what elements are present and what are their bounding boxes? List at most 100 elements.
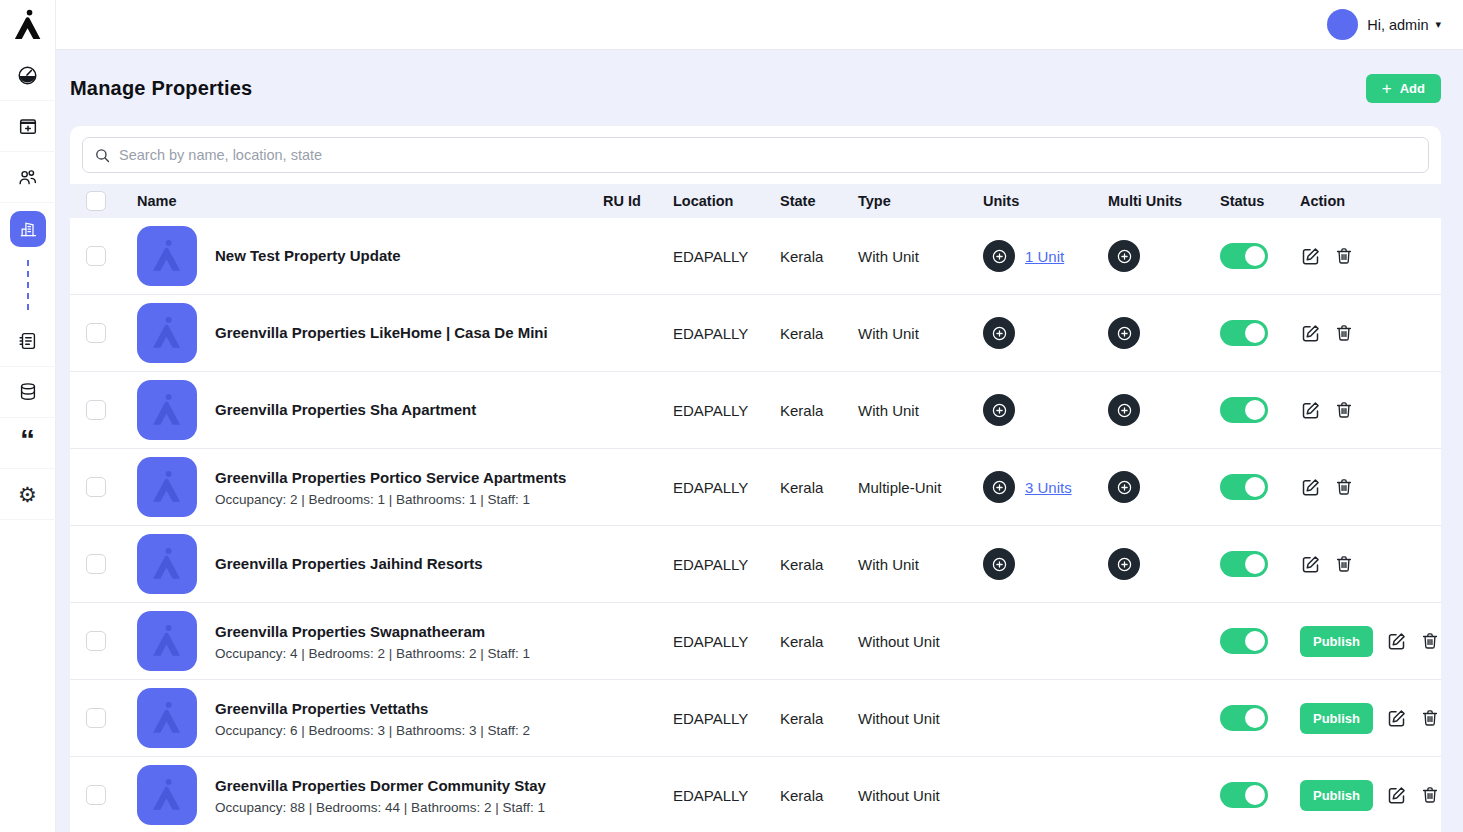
sidebar-item-dashboard[interactable] (0, 50, 56, 101)
property-name: Greenvilla Properties Portico Service Ap… (215, 467, 566, 489)
column-multi-units: Multi Units (1108, 193, 1220, 209)
row-checkbox[interactable] (86, 554, 106, 574)
type-value: With Unit (858, 248, 983, 265)
property-logo-icon (149, 700, 185, 736)
units-link[interactable]: 1 Unit (1025, 248, 1064, 265)
plus-circle-icon (990, 401, 1009, 420)
sidebar-item-reports[interactable] (0, 316, 56, 367)
units-link[interactable]: 3 Units (1025, 479, 1072, 496)
state-value: Kerala (780, 248, 858, 265)
delete-button[interactable] (1334, 400, 1354, 420)
main-area: Hi, admin ▾ Manage Properties + Add (56, 0, 1463, 832)
toggle-knob (1245, 631, 1265, 651)
property-name: Greenvilla Properties Dormer Community S… (215, 775, 546, 797)
property-thumbnail (137, 611, 197, 671)
user-menu[interactable]: Hi, admin ▾ (1327, 9, 1441, 40)
row-checkbox[interactable] (86, 631, 106, 651)
row-checkbox[interactable] (86, 323, 106, 343)
property-thumbnail (137, 765, 197, 825)
trash-icon (1334, 554, 1354, 574)
edit-icon (1300, 246, 1321, 267)
edit-icon (1300, 323, 1321, 344)
publish-button[interactable]: Publish (1300, 703, 1373, 734)
edit-button[interactable] (1300, 400, 1321, 421)
delete-button[interactable] (1334, 554, 1354, 574)
row-checkbox[interactable] (86, 785, 106, 805)
status-toggle[interactable] (1220, 474, 1268, 500)
publish-button[interactable]: Publish (1300, 780, 1373, 811)
edit-button[interactable] (1300, 477, 1321, 498)
sidebar-item-testimonials[interactable]: “ (0, 418, 56, 469)
property-thumbnail (137, 534, 197, 594)
search-box (82, 137, 1429, 173)
row-checkbox[interactable] (86, 477, 106, 497)
table-row: Greenvilla Properties Sha Apartment EDAP… (70, 372, 1441, 449)
status-toggle[interactable] (1220, 705, 1268, 731)
edit-button[interactable] (1300, 323, 1321, 344)
edit-button[interactable] (1386, 785, 1407, 806)
sidebar-item-settings[interactable]: ⚙ (0, 469, 56, 520)
delete-button[interactable] (1334, 323, 1354, 343)
add-multi-unit-button[interactable] (1108, 548, 1140, 580)
add-multi-unit-button[interactable] (1108, 471, 1140, 503)
status-toggle[interactable] (1220, 628, 1268, 654)
users-icon (16, 166, 39, 189)
plus-circle-icon (990, 555, 1009, 574)
table-row: New Test Property Update EDAPALLY Kerala… (70, 218, 1441, 295)
select-all-checkbox[interactable] (86, 191, 106, 211)
status-toggle[interactable] (1220, 397, 1268, 423)
status-toggle[interactable] (1220, 320, 1268, 346)
edit-button[interactable] (1386, 708, 1407, 729)
property-thumbnail (137, 380, 197, 440)
app-window: “ ⚙ Hi, admin ▾ Manage Properties + Add (0, 0, 1463, 832)
column-location: Location (673, 193, 780, 209)
add-multi-unit-button[interactable] (1108, 394, 1140, 426)
add-unit-button[interactable] (983, 317, 1015, 349)
add-unit-button[interactable] (983, 548, 1015, 580)
sidebar-item-bookings[interactable] (0, 101, 56, 152)
sidebar-item-properties[interactable] (0, 203, 56, 254)
table-row: Greenvilla Properties Dormer Community S… (70, 757, 1441, 832)
row-checkbox[interactable] (86, 400, 106, 420)
property-thumbnail (137, 688, 197, 748)
add-button[interactable]: + Add (1366, 74, 1441, 103)
chevron-down-icon: ▾ (1435, 18, 1441, 31)
publish-button[interactable]: Publish (1300, 626, 1373, 657)
status-toggle[interactable] (1220, 782, 1268, 808)
toggle-knob (1245, 323, 1265, 343)
add-unit-button[interactable] (983, 394, 1015, 426)
delete-button[interactable] (1334, 246, 1354, 266)
add-multi-unit-button[interactable] (1108, 317, 1140, 349)
toggle-knob (1245, 246, 1265, 266)
status-toggle[interactable] (1220, 243, 1268, 269)
delete-button[interactable] (1420, 631, 1440, 651)
table-row: Greenvilla Properties Jaihind Resorts ED… (70, 526, 1441, 603)
type-value: Multiple-Unit (858, 479, 983, 496)
add-multi-unit-button[interactable] (1108, 240, 1140, 272)
search-input[interactable] (119, 147, 1417, 163)
edit-button[interactable] (1386, 631, 1407, 652)
trash-icon (1420, 631, 1440, 651)
app-logo[interactable] (0, 0, 56, 50)
property-logo-icon (149, 392, 185, 428)
delete-button[interactable] (1420, 785, 1440, 805)
sidebar-item-users[interactable] (0, 152, 56, 203)
delete-button[interactable] (1334, 477, 1354, 497)
edit-button[interactable] (1300, 554, 1321, 575)
row-checkbox[interactable] (86, 708, 106, 728)
add-unit-button[interactable] (983, 471, 1015, 503)
column-status: Status (1220, 193, 1297, 209)
delete-button[interactable] (1420, 708, 1440, 728)
top-header-bar: Hi, admin ▾ (56, 0, 1463, 50)
edit-button[interactable] (1300, 246, 1321, 267)
table-row: Greenvilla Properties Vettaths Occupancy… (70, 680, 1441, 757)
sidebar-item-database[interactable] (0, 367, 56, 418)
toggle-knob (1245, 708, 1265, 728)
status-toggle[interactable] (1220, 551, 1268, 577)
column-units: Units (983, 193, 1108, 209)
add-unit-button[interactable] (983, 240, 1015, 272)
property-name: Greenvilla Properties Vettaths (215, 698, 530, 720)
property-thumbnail (137, 226, 197, 286)
toggle-knob (1245, 400, 1265, 420)
row-checkbox[interactable] (86, 246, 106, 266)
